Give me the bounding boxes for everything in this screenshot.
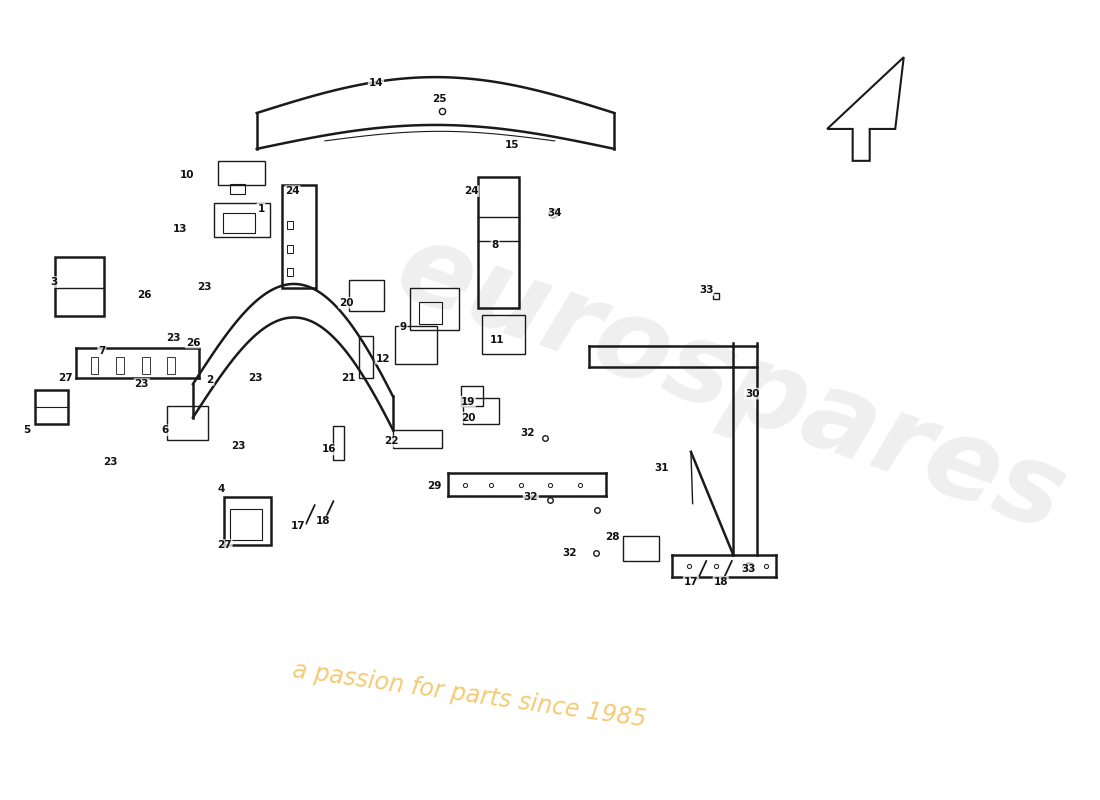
Text: 28: 28 [605, 532, 620, 542]
Text: 34: 34 [548, 208, 562, 218]
Text: 27: 27 [217, 540, 232, 550]
Bar [463, 398, 498, 424]
Bar [142, 357, 150, 374]
Bar [410, 288, 460, 330]
Text: 15: 15 [505, 140, 519, 150]
Text: 12: 12 [375, 354, 390, 363]
Bar [167, 357, 175, 374]
Text: 10: 10 [179, 170, 195, 180]
Text: 14: 14 [368, 78, 383, 88]
Bar [230, 184, 245, 194]
Bar [230, 510, 262, 539]
Bar [224, 498, 272, 545]
Text: 24: 24 [464, 186, 478, 196]
Bar [219, 161, 265, 185]
Bar [461, 386, 483, 406]
Text: 7: 7 [98, 346, 106, 355]
Text: 23: 23 [231, 442, 245, 451]
Text: a passion for parts since 1985: a passion for parts since 1985 [292, 658, 648, 732]
Text: 26: 26 [186, 338, 200, 347]
Text: 19: 19 [461, 397, 475, 406]
Text: 33: 33 [741, 564, 756, 574]
Bar [393, 430, 442, 448]
Text: 32: 32 [563, 548, 578, 558]
Bar [117, 357, 124, 374]
Text: 20: 20 [461, 413, 475, 422]
Bar [167, 406, 208, 440]
Text: 18: 18 [316, 516, 330, 526]
Text: 3: 3 [51, 277, 58, 287]
Text: 16: 16 [322, 445, 337, 454]
Text: 18: 18 [714, 577, 728, 586]
Text: 17: 17 [683, 577, 698, 586]
Text: 31: 31 [653, 462, 669, 473]
Bar [333, 426, 344, 460]
Text: 2: 2 [207, 375, 213, 385]
Text: 23: 23 [166, 333, 180, 343]
Text: 6: 6 [162, 426, 168, 435]
Text: 26: 26 [138, 290, 152, 300]
Text: 17: 17 [290, 521, 305, 531]
Bar [287, 245, 293, 253]
Bar [35, 390, 68, 424]
Text: 23: 23 [248, 373, 262, 382]
Bar [283, 185, 317, 288]
Text: 23: 23 [103, 457, 118, 467]
Bar [395, 326, 437, 364]
Bar [359, 336, 373, 378]
Bar [483, 315, 525, 354]
Text: 25: 25 [432, 94, 447, 104]
Bar [418, 302, 442, 324]
Bar [623, 535, 659, 561]
Bar [287, 269, 293, 277]
Text: 22: 22 [384, 437, 398, 446]
Bar [55, 257, 104, 316]
Text: 23: 23 [197, 282, 211, 292]
Bar [214, 203, 270, 237]
Text: 5: 5 [23, 426, 31, 435]
Bar [222, 213, 255, 233]
Text: 4: 4 [218, 484, 224, 494]
Bar [478, 177, 519, 308]
Text: 8: 8 [492, 239, 498, 250]
Bar [349, 281, 385, 310]
Text: 30: 30 [745, 389, 759, 398]
Text: 24: 24 [285, 186, 300, 196]
Text: 9: 9 [399, 322, 407, 332]
Text: eurospares: eurospares [384, 214, 1080, 554]
Bar [287, 221, 293, 229]
Text: 27: 27 [58, 373, 73, 382]
Text: 21: 21 [341, 373, 356, 382]
Text: 23: 23 [134, 379, 150, 389]
Text: 32: 32 [524, 492, 538, 502]
Text: 1: 1 [257, 204, 265, 214]
Text: 33: 33 [698, 285, 714, 295]
Text: 11: 11 [490, 335, 504, 346]
Text: 13: 13 [173, 223, 187, 234]
Text: 29: 29 [427, 481, 441, 491]
Text: 20: 20 [339, 298, 353, 308]
Bar [91, 357, 98, 374]
Text: 32: 32 [520, 429, 535, 438]
